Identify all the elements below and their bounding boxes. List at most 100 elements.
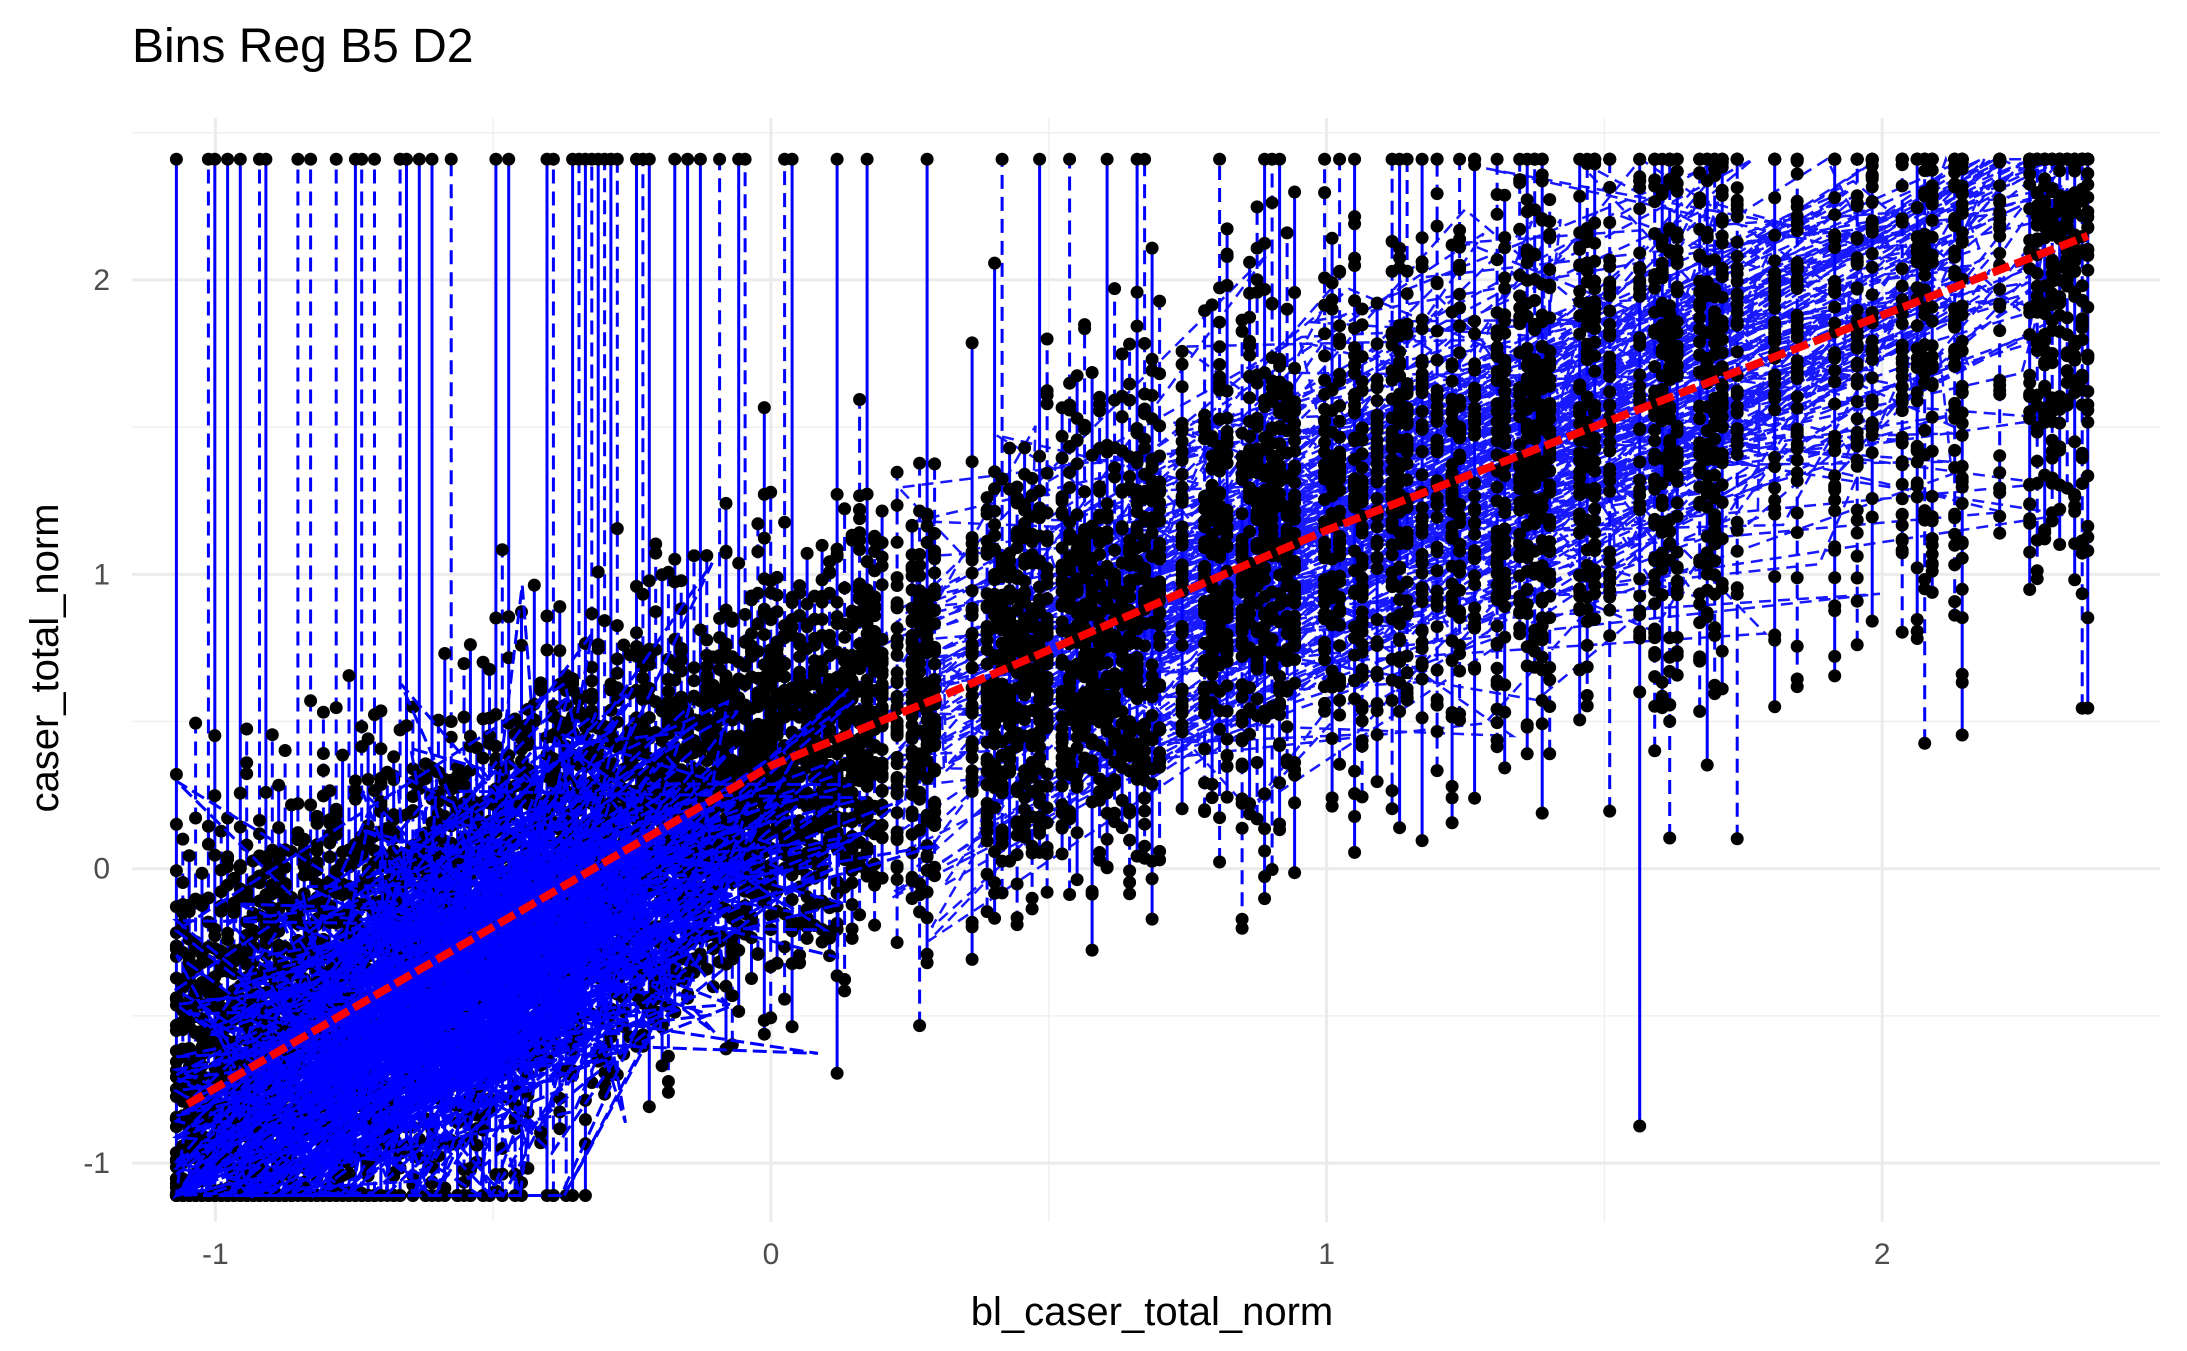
data-point	[649, 605, 663, 619]
data-point	[928, 617, 942, 631]
data-point	[830, 542, 844, 556]
data-point	[757, 628, 771, 641]
data-point	[928, 657, 942, 671]
data-point	[725, 989, 739, 1003]
data-point	[316, 747, 330, 760]
data-point	[316, 705, 330, 719]
data-point	[387, 750, 401, 764]
data-point	[965, 455, 979, 469]
data-point	[591, 565, 605, 579]
data-point	[233, 859, 247, 872]
data-point	[890, 825, 904, 839]
data-point	[913, 548, 927, 561]
data-point	[208, 152, 222, 166]
data-point	[489, 611, 503, 625]
data-point	[444, 152, 458, 166]
data-point	[920, 152, 934, 166]
data-point	[785, 152, 799, 166]
data-point	[304, 152, 318, 166]
data-point	[208, 789, 222, 803]
data-point	[875, 743, 889, 756]
data-point	[661, 1049, 675, 1063]
data-point	[304, 798, 318, 812]
data-point	[890, 535, 904, 549]
data-point	[566, 672, 580, 686]
data-point	[751, 947, 765, 961]
data-point	[444, 715, 458, 728]
data-point	[890, 621, 904, 635]
data-point	[169, 864, 183, 878]
data-point	[875, 783, 889, 797]
data-point	[208, 922, 222, 936]
data-point	[757, 1027, 771, 1041]
data-point	[928, 672, 942, 686]
data-point	[793, 579, 807, 593]
data-point	[182, 849, 196, 863]
data-point	[463, 638, 477, 652]
data-point	[800, 546, 814, 560]
data-point	[687, 661, 701, 675]
data-point	[438, 647, 452, 660]
data-point	[751, 644, 765, 658]
data-point	[875, 578, 889, 592]
data-point	[905, 805, 919, 819]
data-point	[757, 401, 771, 415]
data-point	[169, 767, 183, 781]
data-point	[928, 762, 942, 776]
data-point	[965, 735, 979, 749]
data-point	[845, 922, 859, 936]
data-point	[661, 685, 675, 698]
data-point	[208, 729, 222, 743]
data-point	[913, 785, 927, 799]
data-point	[649, 537, 663, 551]
data-point	[875, 818, 889, 832]
data-point	[738, 152, 752, 166]
data-point	[719, 637, 733, 651]
data-point	[361, 773, 375, 786]
data-point	[868, 918, 882, 932]
data-point	[489, 739, 503, 753]
data-point	[860, 487, 874, 501]
data-point	[291, 797, 305, 811]
data-point	[732, 943, 746, 957]
data-point	[751, 517, 765, 531]
data-point	[201, 891, 215, 905]
data-point	[355, 152, 369, 166]
data-point	[875, 504, 889, 518]
data-point	[965, 531, 979, 544]
data-point	[770, 570, 784, 584]
data-point	[868, 590, 882, 604]
data-point	[630, 626, 643, 640]
data-point	[489, 708, 503, 721]
data-point	[534, 676, 548, 690]
data-point	[540, 609, 554, 623]
data-point	[329, 701, 343, 715]
data-point	[240, 722, 254, 736]
data-point	[988, 911, 1002, 925]
data-point	[830, 595, 844, 609]
data-point	[553, 600, 567, 614]
data-point	[732, 1004, 746, 1018]
data-point	[585, 687, 599, 701]
data-point	[189, 811, 203, 825]
data-point	[778, 670, 792, 684]
data-point	[751, 586, 765, 600]
data-point	[278, 744, 292, 757]
data-point	[928, 582, 942, 596]
data-point	[764, 485, 778, 499]
data-point	[965, 336, 979, 350]
data-point	[693, 152, 707, 166]
data-point	[329, 802, 343, 816]
data-point	[719, 496, 733, 510]
data-point	[823, 628, 837, 642]
data-point	[221, 850, 235, 864]
data-point	[913, 1019, 927, 1033]
data-point	[928, 566, 942, 580]
data-point	[476, 751, 490, 765]
data-point	[738, 608, 752, 621]
data-point	[527, 578, 541, 592]
data-point	[770, 588, 784, 602]
data-point	[457, 710, 471, 724]
data-point	[890, 596, 904, 610]
